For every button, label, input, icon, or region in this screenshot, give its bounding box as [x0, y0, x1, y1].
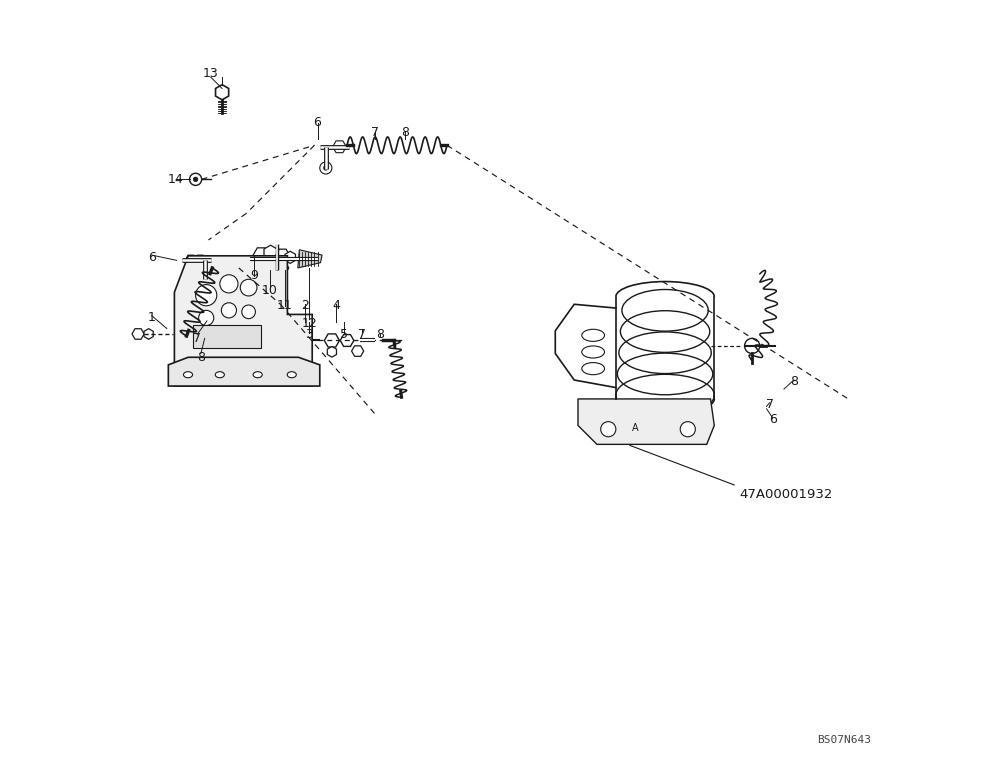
Polygon shape [168, 357, 320, 386]
Text: BS07N643: BS07N643 [817, 735, 871, 745]
Polygon shape [327, 347, 336, 357]
Text: 14: 14 [168, 173, 184, 186]
Circle shape [745, 338, 760, 353]
Text: 7: 7 [371, 126, 379, 139]
Text: 1: 1 [148, 312, 156, 325]
Polygon shape [185, 255, 197, 265]
Text: 7: 7 [766, 397, 774, 410]
Circle shape [320, 162, 332, 174]
Ellipse shape [253, 372, 262, 378]
Text: 10: 10 [262, 284, 278, 297]
Polygon shape [174, 256, 312, 386]
Text: 6: 6 [148, 251, 156, 264]
Circle shape [190, 173, 202, 185]
Text: 8: 8 [197, 351, 205, 364]
Circle shape [221, 302, 236, 318]
Polygon shape [132, 329, 144, 339]
Text: 11: 11 [277, 299, 293, 312]
Circle shape [196, 284, 217, 306]
Circle shape [240, 279, 257, 296]
Ellipse shape [215, 372, 224, 378]
Polygon shape [578, 399, 714, 445]
Circle shape [193, 177, 198, 182]
Polygon shape [298, 250, 322, 268]
Text: 3: 3 [305, 328, 313, 341]
Text: 4: 4 [333, 299, 340, 312]
Text: 8: 8 [376, 328, 384, 341]
Text: 9: 9 [250, 269, 258, 282]
Polygon shape [285, 252, 295, 264]
Text: 6: 6 [314, 116, 321, 129]
Polygon shape [144, 328, 153, 339]
Text: 8: 8 [401, 126, 409, 139]
Circle shape [220, 275, 238, 293]
Polygon shape [340, 334, 354, 347]
Circle shape [680, 422, 695, 437]
Circle shape [601, 422, 616, 437]
Text: 8: 8 [790, 375, 798, 388]
Text: 2: 2 [301, 299, 309, 312]
Polygon shape [324, 334, 339, 347]
Polygon shape [352, 346, 364, 356]
Text: A: A [631, 423, 638, 432]
Circle shape [324, 166, 328, 170]
Circle shape [242, 305, 255, 318]
Text: 12: 12 [301, 317, 317, 330]
Polygon shape [276, 249, 289, 261]
Text: 7: 7 [193, 332, 201, 345]
Polygon shape [277, 263, 289, 273]
Polygon shape [253, 248, 270, 262]
Circle shape [199, 273, 210, 283]
Polygon shape [194, 255, 206, 265]
Polygon shape [264, 245, 277, 261]
Polygon shape [216, 84, 229, 100]
Text: 5: 5 [340, 328, 348, 341]
Ellipse shape [183, 372, 193, 378]
Text: 6: 6 [769, 413, 777, 426]
Circle shape [199, 310, 214, 325]
Text: 7: 7 [358, 328, 366, 341]
Ellipse shape [287, 372, 296, 378]
Polygon shape [333, 141, 346, 153]
FancyBboxPatch shape [193, 325, 261, 348]
Text: 47A00001932: 47A00001932 [739, 488, 833, 502]
Text: 13: 13 [203, 67, 219, 80]
